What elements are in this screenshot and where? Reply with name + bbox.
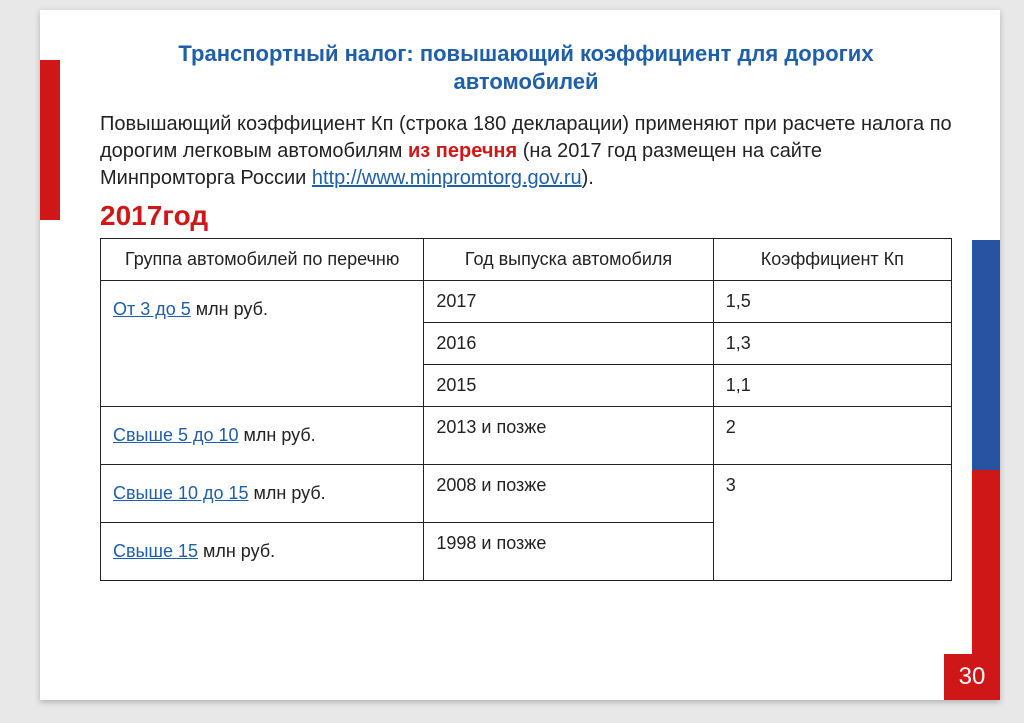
cell-kp: 1,5 — [713, 281, 951, 323]
cell-kp: 2 — [713, 407, 951, 465]
coefficient-table: Группа автомобилей по перечню Год выпуск… — [100, 238, 952, 581]
table-body: От 3 до 5 млн руб. 2017 1,5 2016 1,3 201… — [101, 281, 952, 581]
cell-kp: 1,1 — [713, 365, 951, 407]
flag-blue — [972, 240, 1000, 470]
cell-group: Свыше 5 до 10 млн руб. — [101, 407, 424, 465]
th-year: Год выпуска автомобиля — [424, 239, 713, 281]
cell-group: Свыше 15 млн руб. — [101, 523, 424, 581]
flag-stripe — [972, 10, 1000, 700]
th-group: Группа автомобилей по перечню — [101, 239, 424, 281]
th-kp: Коэффициент Кп — [713, 239, 951, 281]
slide: Транспортный налог: повышающий коэффицие… — [40, 10, 1000, 700]
group-suffix: млн руб. — [239, 425, 316, 445]
cell-year: 2016 — [424, 323, 713, 365]
page-number: 30 — [944, 654, 1000, 700]
intro-highlight: из перечня — [408, 140, 517, 162]
group-suffix: млн руб. — [249, 483, 326, 503]
group-link[interactable]: Свыше 15 — [113, 541, 198, 561]
year-label: 2017год — [100, 200, 952, 232]
cell-group: От 3 до 5 млн руб. — [101, 281, 424, 407]
table-row: Свыше 10 до 15 млн руб. 2008 и позже 3 — [101, 465, 952, 523]
group-suffix: млн руб. — [191, 299, 268, 319]
group-link[interactable]: Свыше 10 до 15 — [113, 483, 249, 503]
content-area: Транспортный налог: повышающий коэффицие… — [100, 40, 952, 581]
cell-year: 2013 и позже — [424, 407, 713, 465]
cell-group: Свыше 10 до 15 млн руб. — [101, 465, 424, 523]
group-suffix: млн руб. — [198, 541, 275, 561]
flag-white — [972, 10, 1000, 240]
group-link[interactable]: От 3 до 5 — [113, 299, 191, 319]
minpromtorg-link[interactable]: http://www.minpromtorg.gov.ru — [312, 167, 582, 189]
slide-title: Транспортный налог: повышающий коэффицие… — [100, 40, 952, 95]
table-row: Свыше 5 до 10 млн руб. 2013 и позже 2 — [101, 407, 952, 465]
cell-year: 2015 — [424, 365, 713, 407]
cell-year: 1998 и позже — [424, 523, 713, 581]
table-header-row: Группа автомобилей по перечню Год выпуск… — [101, 239, 952, 281]
left-red-accent — [40, 60, 60, 220]
intro-paragraph: Повышающий коэффициент Кп (строка 180 де… — [100, 111, 952, 192]
cell-year: 2008 и позже — [424, 465, 713, 523]
cell-kp: 3 — [713, 465, 951, 581]
group-link[interactable]: Свыше 5 до 10 — [113, 425, 239, 445]
cell-kp: 1,3 — [713, 323, 951, 365]
table-row: От 3 до 5 млн руб. 2017 1,5 — [101, 281, 952, 323]
intro-suffix: ). — [582, 167, 594, 189]
cell-year: 2017 — [424, 281, 713, 323]
